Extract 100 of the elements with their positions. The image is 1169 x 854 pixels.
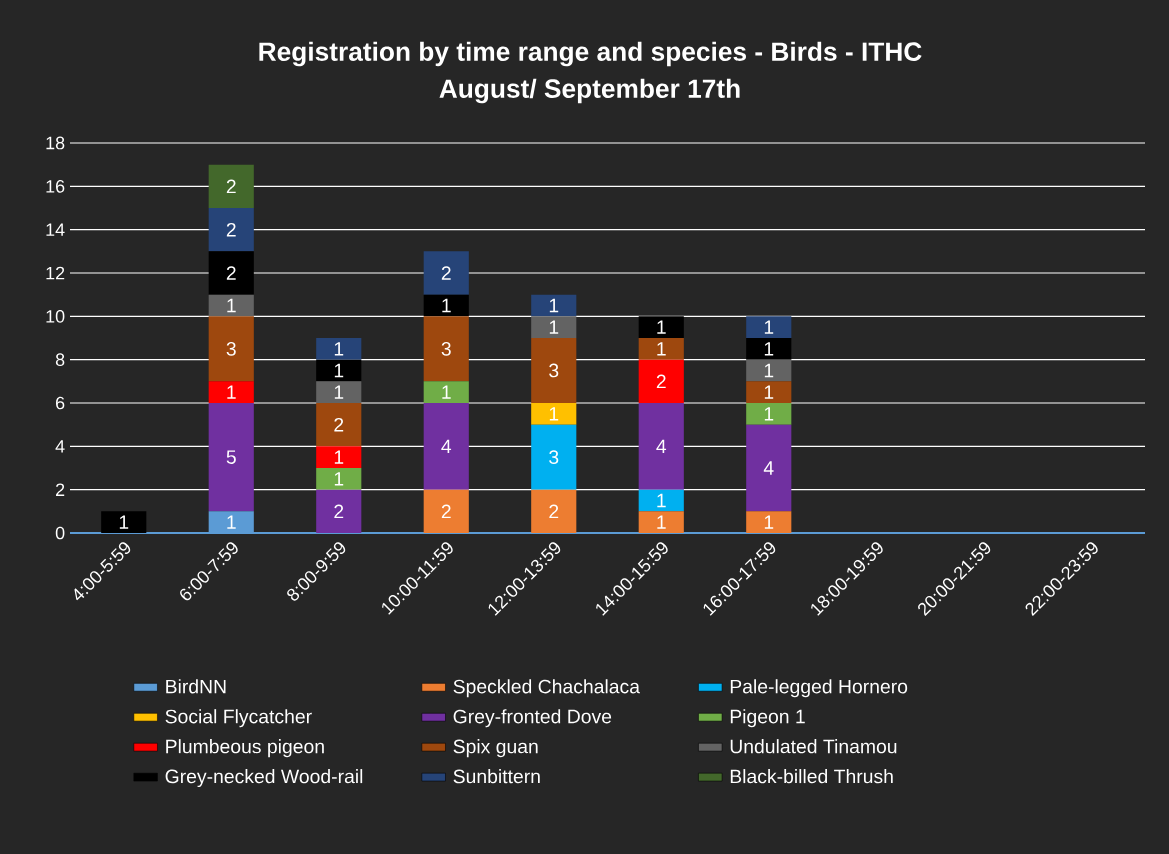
- y-tick-label: 16: [46, 179, 65, 193]
- y-tick-label: 2: [56, 483, 65, 496]
- data-label: 1: [227, 385, 236, 399]
- data-label: 3: [226, 341, 236, 356]
- legend-label: Black-billed Thrush: [730, 769, 893, 784]
- data-label: 2: [334, 504, 344, 519]
- bar: [101, 511, 147, 533]
- y-tick-label: 0: [55, 526, 65, 540]
- bar: [638, 511, 684, 533]
- data-label: 5: [226, 450, 236, 464]
- bar: [208, 316, 254, 382]
- bar: [746, 338, 792, 360]
- data-label: 1: [227, 298, 236, 313]
- legend-label: Plumbeous pigeon: [166, 739, 324, 758]
- bar: [531, 403, 577, 425]
- data-label: 3: [549, 450, 559, 465]
- bar: [423, 316, 469, 382]
- data-label: 1: [657, 342, 666, 356]
- bar: [423, 251, 469, 295]
- bar: [208, 381, 254, 403]
- bar: [423, 381, 469, 403]
- y-tick-label: 6: [56, 396, 65, 410]
- bar: [638, 403, 684, 490]
- data-label: 4: [763, 461, 774, 475]
- bar: [316, 489, 362, 533]
- bar: [746, 359, 792, 382]
- bar: [746, 511, 792, 533]
- legend-label: BirdNN: [166, 679, 226, 694]
- bar: [531, 316, 577, 338]
- y-tick-label: 4: [55, 440, 65, 453]
- legend-label: Speckled Chachalaca: [453, 679, 641, 698]
- bar: [208, 164, 254, 208]
- bar: [638, 359, 684, 403]
- data-label: 1: [549, 298, 559, 313]
- data-label: 2: [226, 222, 236, 237]
- data-label: 1: [334, 472, 344, 486]
- data-label: 2: [226, 179, 236, 194]
- data-label: 1: [227, 515, 236, 529]
- data-label: 2: [549, 504, 559, 519]
- bar: [208, 403, 254, 512]
- data-label: 3: [441, 341, 451, 356]
- data-label: 1: [764, 363, 774, 378]
- bar: [208, 294, 254, 317]
- data-label: 1: [334, 450, 344, 464]
- data-label: 1: [657, 320, 666, 334]
- data-label: 1: [764, 342, 774, 356]
- data-label: 1: [657, 515, 666, 529]
- data-label: 1: [764, 385, 774, 399]
- data-label: 2: [441, 504, 451, 519]
- y-tick-label: 12: [46, 266, 65, 280]
- data-label: 2: [334, 417, 344, 432]
- data-label: 2: [226, 266, 236, 280]
- y-tick-label: 10: [46, 309, 65, 323]
- legend-label: Pigeon 1: [730, 709, 805, 728]
- bar: [316, 381, 362, 403]
- bar: [746, 424, 792, 512]
- bar: [208, 251, 254, 295]
- data-label: 1: [764, 407, 774, 421]
- legend-label: Sunbittern: [453, 769, 540, 784]
- chart-subtitle: August/ September 17th: [439, 78, 740, 104]
- chart-title: Registration by time range and species - Birds - ITHC: [259, 41, 922, 67]
- bar: [746, 316, 792, 338]
- bar: [746, 381, 792, 403]
- bar: [423, 489, 469, 533]
- bar: [531, 338, 577, 403]
- data-label: 4: [656, 439, 667, 453]
- data-label: 1: [657, 493, 666, 508]
- data-label: 2: [656, 374, 666, 389]
- bar: [316, 359, 362, 382]
- bar: [316, 338, 362, 360]
- data-label: 1: [764, 320, 774, 334]
- legend-label: Pale-legged Hornero: [730, 679, 908, 698]
- bar: [638, 489, 684, 512]
- data-label: 1: [334, 385, 344, 399]
- bar: [423, 403, 469, 490]
- y-tick-label: 14: [46, 223, 65, 236]
- data-label: 1: [549, 407, 559, 421]
- data-label: 1: [549, 320, 559, 334]
- bar: [316, 446, 362, 468]
- bar: [423, 294, 469, 317]
- bar: [746, 403, 792, 425]
- y-tick-label: 18: [46, 136, 65, 150]
- legend-label: Spix guan: [453, 739, 538, 758]
- bar: [316, 403, 362, 447]
- data-label: 1: [442, 385, 451, 399]
- data-label: 1: [764, 515, 774, 529]
- bar: [316, 468, 362, 490]
- data-label: 1: [119, 515, 129, 529]
- data-label: 4: [441, 439, 452, 453]
- bar: [531, 424, 577, 490]
- legend-label: Grey-necked Wood-rail: [165, 769, 363, 788]
- bar: [638, 316, 684, 338]
- data-label: 2: [441, 266, 451, 280]
- bar: [531, 294, 577, 317]
- bar: [638, 338, 684, 360]
- bar: [208, 208, 254, 252]
- data-label: 1: [334, 363, 344, 378]
- legend-label: Social Flycatcher: [165, 709, 312, 728]
- legend-label: Grey-fronted Dove: [453, 709, 612, 728]
- data-label: 1: [334, 342, 344, 356]
